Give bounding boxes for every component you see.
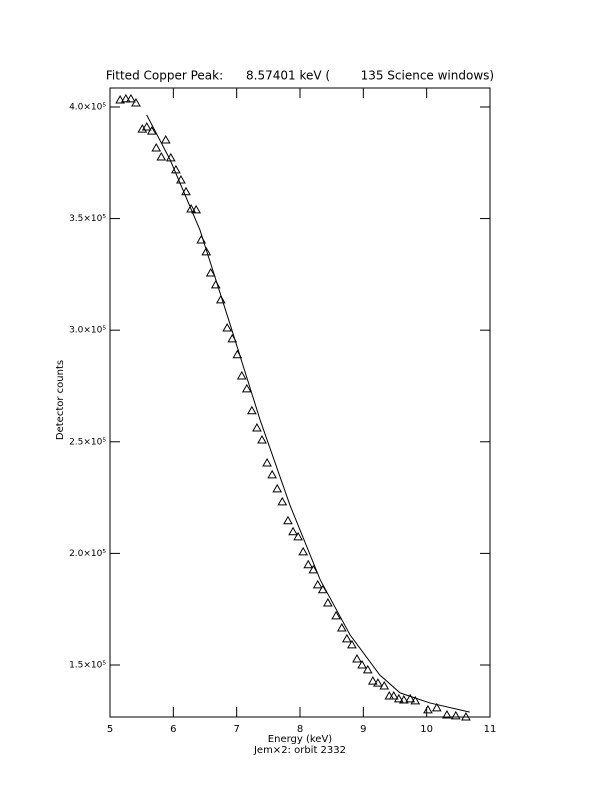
data-point [247, 405, 257, 415]
fit-line [146, 114, 470, 713]
data-point [442, 709, 452, 719]
data-point [205, 268, 216, 277]
x-tick-label: 7 [233, 724, 239, 735]
data-point [388, 691, 399, 700]
data-point [293, 531, 303, 541]
data-point [347, 639, 357, 649]
data-point [312, 579, 323, 589]
data-point [379, 680, 390, 690]
x-tick-label: 11 [484, 724, 497, 735]
data-point [423, 704, 433, 714]
data-point [137, 124, 148, 133]
data-point [298, 546, 309, 556]
data-point [201, 246, 212, 256]
data-point [120, 93, 131, 103]
data-point [215, 294, 226, 304]
data-point [399, 695, 409, 704]
data-point [342, 633, 352, 643]
y-tick-label: 2.0×10⁵ [69, 549, 106, 559]
data-point [352, 653, 362, 663]
data-point [160, 134, 171, 144]
chart-title: Fitted Copper Peak: 8.57401 keV ( 135 Sc… [106, 69, 494, 83]
data-point [431, 702, 442, 712]
y-tick-label: 4.0×10⁵ [69, 102, 106, 112]
data-point [450, 710, 461, 720]
y-tick-label: 3.5×10⁵ [69, 214, 106, 224]
x-tick-label: 8 [297, 724, 303, 735]
data-point [303, 559, 314, 569]
data-point [323, 597, 333, 607]
data-point [156, 151, 167, 161]
x-tick-label: 10 [420, 724, 433, 735]
data-point [336, 622, 347, 632]
subtitle: Jem×2: orbit 2332 [253, 745, 346, 756]
data-point [362, 664, 373, 674]
x-tick-label: 6 [170, 724, 176, 735]
x-tick-label: 5 [107, 724, 113, 735]
data-point [272, 483, 283, 493]
data-point [283, 515, 293, 525]
data-point [367, 676, 378, 685]
data-point [277, 496, 288, 506]
y-tick-label: 2.5×10⁵ [69, 437, 106, 447]
x-tick-label: 9 [360, 724, 366, 735]
data-point [151, 143, 162, 152]
data-point [373, 678, 383, 687]
data-point [141, 122, 152, 131]
data-point [191, 204, 201, 214]
data-point [236, 370, 247, 380]
y-tick-label: 3.0×10⁵ [69, 326, 106, 336]
data-point [126, 93, 136, 103]
y-axis-label: Detector counts [55, 360, 66, 440]
data-point [267, 469, 277, 479]
data-point [393, 693, 404, 703]
data-point [257, 434, 267, 444]
data-point [115, 95, 125, 104]
data-point [461, 711, 471, 721]
x-axis-label: Energy (keV) [268, 734, 333, 745]
data-point [331, 610, 341, 620]
data-point [186, 203, 196, 213]
data-point [308, 564, 319, 574]
data-point [288, 526, 298, 536]
y-tick-label: 1.5×10⁵ [69, 660, 106, 670]
data-point [241, 383, 252, 393]
data-point [405, 693, 416, 703]
data-point [357, 659, 367, 669]
data-point [146, 126, 157, 135]
data-point [262, 457, 272, 467]
data-point [252, 422, 262, 432]
data-point [410, 695, 421, 705]
data-point [222, 322, 233, 332]
data-point [131, 97, 141, 107]
